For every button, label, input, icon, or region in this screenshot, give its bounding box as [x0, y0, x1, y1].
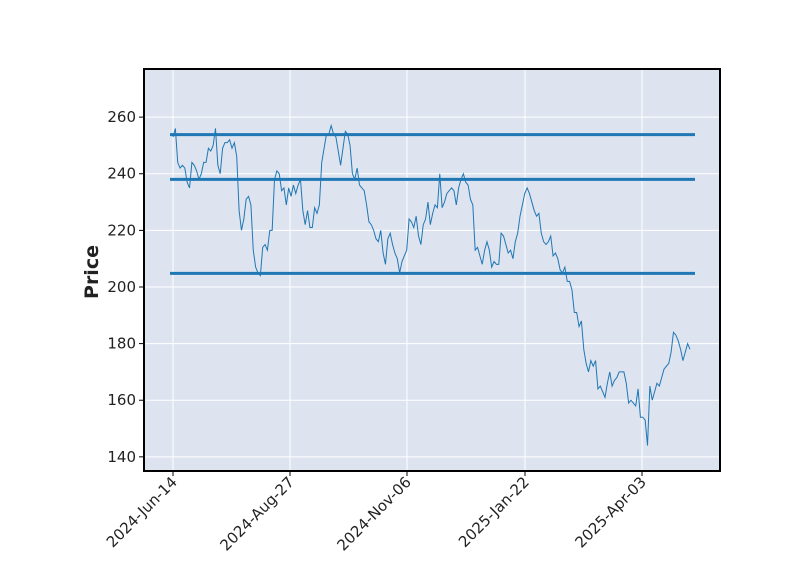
plot-frame [143, 68, 721, 472]
y-tick-label: 160 [107, 391, 136, 409]
y-tick-label: 200 [107, 278, 136, 296]
series-line-price [172, 123, 691, 446]
y-tick-label: 180 [107, 335, 136, 353]
y-axis: 140 160 180 200 220 240 260 [107, 108, 144, 466]
y-tick-label: 260 [107, 108, 136, 126]
x-tick-label: 2025-Jan-22 [455, 473, 533, 551]
plot-area [144, 69, 720, 471]
y-tick-label: 220 [107, 221, 136, 239]
x-tick-label: 2025-Apr-03 [572, 473, 650, 551]
x-axis: 2024-Jun-14 2024-Aug-27 2024-Nov-06 2025-Ja… [103, 471, 650, 554]
y-tick-label: 140 [107, 448, 136, 466]
y-tick-label: 240 [107, 165, 136, 183]
x-tick-label: 2024-Aug-27 [216, 473, 297, 554]
x-tick-label: 2024-Jun-14 [103, 473, 181, 551]
x-tick-label: 2024-Nov-06 [334, 473, 415, 554]
y-axis-label: Price [81, 245, 103, 299]
horizontal-levels [170, 133, 695, 275]
